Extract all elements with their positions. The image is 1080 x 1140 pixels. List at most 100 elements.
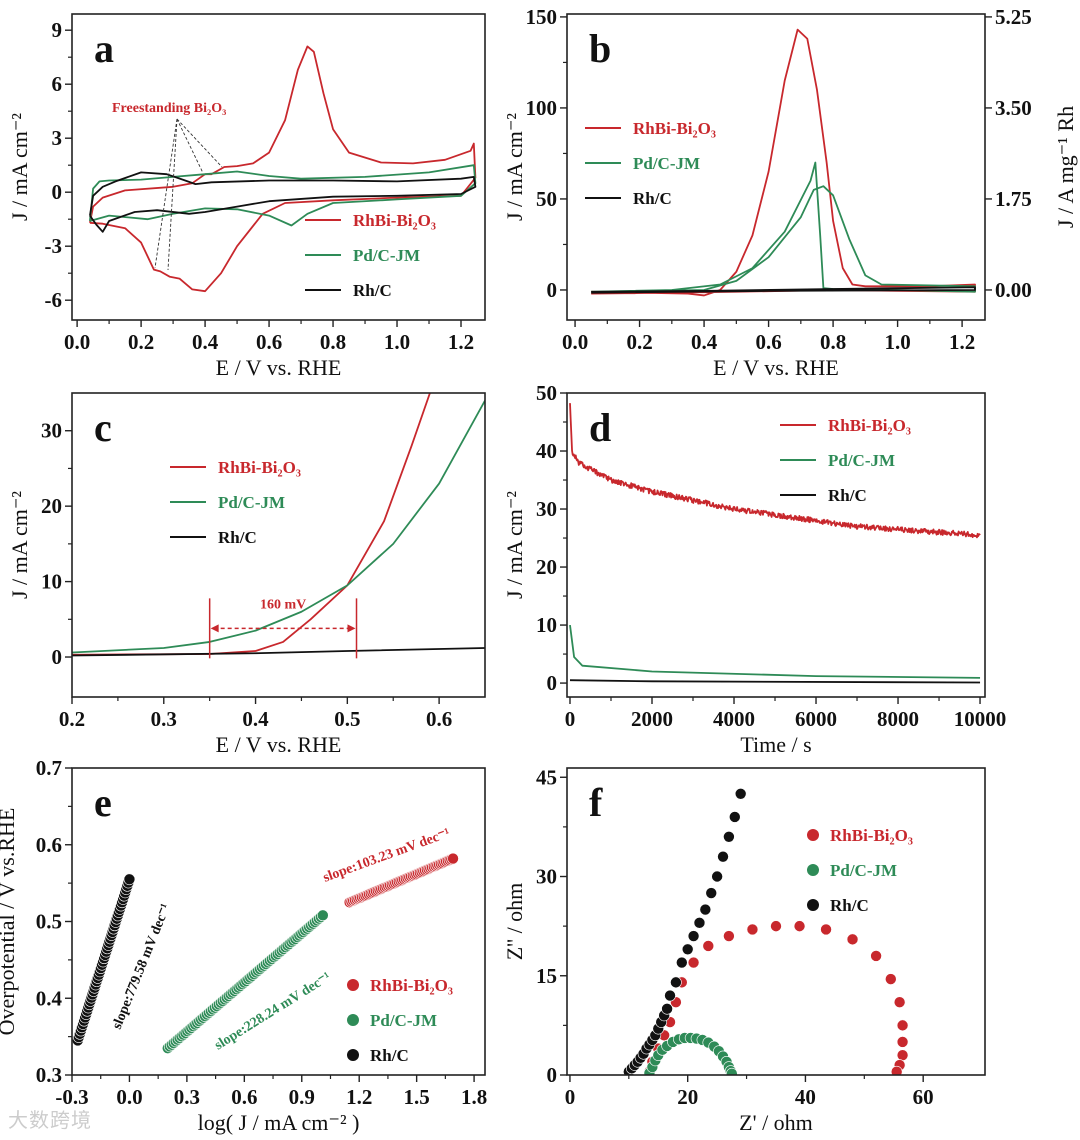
data-point: [706, 888, 717, 899]
panel-label: d: [589, 405, 611, 450]
annotation-leader: [177, 119, 222, 167]
x-tick-label: 0.2: [626, 330, 652, 354]
x-tick-label: 0.0: [64, 330, 90, 354]
y-tick-label: 0: [52, 180, 63, 204]
slope-annotation: slope:103.23 mV dec⁻¹: [321, 826, 452, 886]
annotation-leader: [168, 119, 177, 270]
x-tick-label: 0.3: [151, 707, 177, 731]
y-tick-label: 0: [547, 278, 558, 302]
data-point: [897, 1050, 908, 1061]
x-tick-label: 0.8: [820, 330, 846, 354]
x-tick-label: 10000: [954, 707, 1007, 731]
plot-frame: [567, 393, 985, 697]
y-tick-label: -3: [45, 234, 63, 258]
x-tick-label: 1.2: [448, 330, 474, 354]
series-line-2: [570, 680, 980, 682]
data-point: [688, 931, 699, 942]
x-tick-label: 1.0: [884, 330, 910, 354]
legend-marker: [347, 1014, 359, 1026]
data-point: [723, 931, 734, 942]
y-tick-label: 0.7: [36, 756, 62, 780]
x-tick-label: 0.8: [320, 330, 346, 354]
plot-frame: [72, 14, 485, 320]
legend-marker: [347, 979, 359, 991]
data-point: [700, 904, 711, 915]
legend-label: Pd/C-JM: [828, 451, 895, 470]
data-point: [718, 851, 729, 862]
legend-label: Pd/C-JM: [218, 493, 285, 512]
data-point: [682, 944, 693, 955]
x-tick-label: 0.0: [562, 330, 588, 354]
legend-label: RhBi-Bi₂O₃: [633, 119, 716, 138]
x-axis-label: E / V vs. RHE: [713, 355, 839, 380]
data-point: [847, 934, 858, 945]
x-tick-label: 1.2: [346, 1085, 372, 1109]
plot-area: [570, 403, 980, 682]
x-tick-label: 1.5: [404, 1085, 430, 1109]
panel-f: 0 20 40 600153045Z' / ohmZ'' / ohmfRhBi-Bi₂…: [502, 739, 985, 1135]
legend-marker: [807, 829, 819, 841]
data-point: [885, 974, 896, 985]
data-point: [771, 921, 782, 932]
panel-d: 0 2000 4000 6000 8000 1000001020304050Time / …: [502, 381, 1006, 757]
multi-panel-figure: 0.0 0.2 0.4 0.6 0.8 1.0 1.2-6-30369E / V vs. R…: [0, 0, 1080, 1140]
series-line-1: [570, 625, 980, 678]
data-point: [871, 950, 882, 961]
data-point: [735, 788, 746, 799]
legend-label: Rh/C: [370, 1046, 409, 1065]
x-tick-label: 0.4: [192, 330, 219, 354]
y-tick-label: 6: [52, 72, 63, 96]
y-axis-label: Overpotential / V vs.RHE: [0, 808, 19, 1036]
y-tick-label: 150: [526, 5, 558, 29]
legend-label: Pd/C-JM: [370, 1011, 437, 1030]
y-tick-label: 30: [536, 865, 557, 889]
x-tick-label: 1.0: [384, 330, 410, 354]
legend-label: Pd/C-JM: [633, 154, 700, 173]
data-point: [676, 957, 687, 968]
legend-label: Rh/C: [353, 281, 392, 300]
data-point: [712, 871, 723, 882]
x-tick-label: 0.6: [755, 330, 781, 354]
x-tick-label: 0.2: [128, 330, 154, 354]
legend-label: Pd/C-JM: [830, 861, 897, 880]
y-tick-label: 10: [41, 570, 62, 594]
x-tick-label: 0.4: [691, 330, 718, 354]
y-tick-label: -6: [45, 288, 63, 312]
data-point: [662, 1003, 673, 1014]
x-tick-label: 8000: [877, 707, 919, 731]
y-tick-label: 0.5: [36, 910, 62, 934]
y-tick-label: 50: [536, 187, 557, 211]
data-point: [448, 853, 459, 864]
legend-label: Rh/C: [830, 896, 869, 915]
annotation-leader: [177, 119, 203, 173]
y-tick-label: 30: [41, 419, 62, 443]
y-tick-label: 40: [536, 439, 557, 463]
y-axis-label: Z'' / ohm: [502, 883, 527, 961]
data-point: [665, 990, 676, 1001]
series-line-1: [591, 163, 975, 292]
legend-label: Rh/C: [218, 528, 257, 547]
legend-marker: [347, 1049, 359, 1061]
x-tick-label: 0.0: [116, 1085, 142, 1109]
x-tick-label: 60: [913, 1085, 934, 1109]
legend-marker: [807, 864, 819, 876]
x-tick-label: 0.6: [256, 330, 282, 354]
y2-tick-label: 5.25: [995, 5, 1032, 29]
x-tick-label: 0.6: [426, 707, 452, 731]
y-tick-label: 0.3: [36, 1063, 62, 1087]
figure: 0.0 0.2 0.4 0.6 0.8 1.0 1.2 -6 -3 0 3 6 9 E / V vs. R…: [0, 0, 1080, 1140]
plot-area: [72, 393, 485, 656]
y-tick-label: 50: [536, 381, 557, 405]
legend-label: Rh/C: [828, 486, 867, 505]
legend-label: RhBi-Bi₂O₃: [830, 826, 913, 845]
x-tick-label: 1.8: [461, 1085, 487, 1109]
panel-label: b: [589, 26, 611, 71]
annotation-leader: [155, 119, 177, 268]
data-point: [747, 924, 758, 935]
x-tick-label: 40: [795, 1085, 816, 1109]
panel-label: c: [94, 405, 112, 450]
y-axis-label: J / mA cm⁻²: [502, 491, 527, 599]
arrow-head-left: [211, 624, 219, 632]
data-point: [794, 921, 805, 932]
data-point: [897, 1036, 908, 1047]
